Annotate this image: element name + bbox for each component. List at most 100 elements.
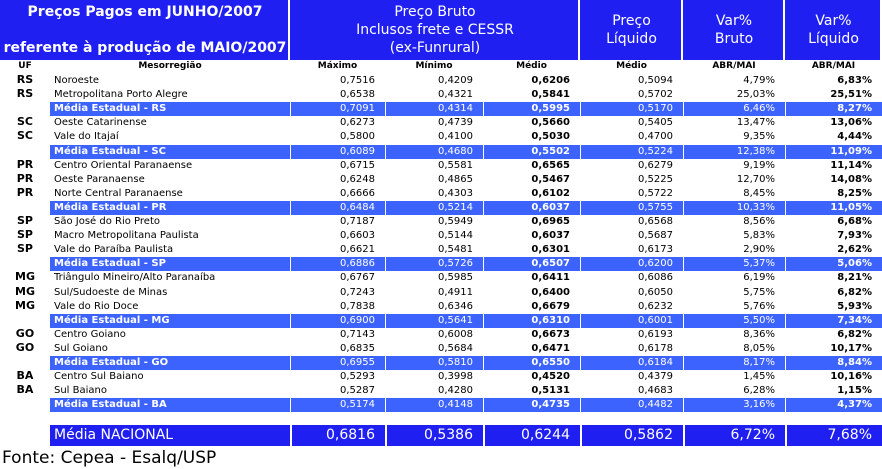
value-cell: 5,75% [743,286,775,298]
value-cell: 0,5949 [438,216,473,227]
national-label: Média NACIONAL [54,427,174,443]
region-name: Vale do Rio Doce [54,300,139,312]
region-name: Sul/Sudoeste de Minas [54,286,168,298]
value-cell: 0,5144 [438,230,473,242]
value-cell: 14,08% [830,173,872,185]
value-cell: 0,6538 [340,89,375,101]
value-cell: 0,6507 [483,257,580,272]
value-cell: 0,5841 [531,89,570,101]
value-cell: 0,4303 [438,187,473,199]
value-cell: 1,15% [837,385,872,397]
value-cell: 0,5800 [340,131,375,143]
national-value: 0,5386 [385,425,483,446]
header-label: (ex-Funrural) [389,40,481,56]
value-cell: 0,5726 [385,257,483,272]
value-cell: 0,6102 [531,187,570,199]
value-cell: 0,5131 [531,385,570,397]
value-cell: 11,09% [785,144,882,159]
uf-cell: BA [16,369,34,383]
value-cell: 0,5985 [438,272,473,284]
value-cell: 12,38% [683,144,785,159]
value-cell: 0,6089 [290,144,385,159]
value-cell: 0,6666 [340,187,375,199]
value-cell: 4,79% [743,75,775,86]
value-cell: 0,6178 [638,342,673,354]
value-cell: 7,93% [837,230,872,242]
value-cell: 5,76% [743,300,775,312]
value-cell: 25,51% [830,89,872,101]
value-cell: 13,47% [736,117,775,129]
region-name: Sul Baiano [54,385,107,397]
region-name: Macro Metropolitana Paulista [54,230,199,242]
value-cell: 0,7516 [340,75,375,86]
header-cell [290,0,580,60]
uf-cell: SP [17,242,33,256]
value-cell: 11,05% [785,200,882,215]
value-cell: 0,5684 [438,342,473,354]
average-row [50,398,882,413]
value-cell: 0,6050 [638,286,673,298]
value-cell: 0,5467 [531,173,570,185]
header-label: Inclusos frete e CESSR [356,22,514,38]
header-label: Var% [715,13,753,29]
value-cell: 0,3998 [438,371,473,383]
value-cell: 0,6673 [531,328,570,340]
value-cell: 0,4739 [438,117,473,129]
value-cell: 0,4482 [580,398,683,413]
value-cell: 0,5641 [385,313,483,328]
value-cell: 3,16% [683,398,785,413]
value-cell: 8,05% [743,342,775,354]
value-cell: 0,4314 [385,102,483,117]
value-cell: 0,5094 [638,75,673,86]
value-cell: 0,5293 [340,371,375,383]
value-cell: 6,82% [837,286,872,298]
uf-cell: PR [16,157,34,171]
value-cell: 0,5581 [438,159,473,171]
average-label: Média Estadual - GO [54,357,169,368]
average-label: Média Estadual - RS [54,103,167,115]
header-label: Líquido [808,31,859,47]
value-cell: 6,68% [837,216,872,227]
value-cell: 8,25% [837,187,872,199]
value-cell: 0,6400 [531,286,570,298]
value-cell: 0,4321 [438,89,473,101]
header-label: Preço Bruto [394,4,476,20]
value-cell: 8,17% [683,356,785,371]
value-cell: 0,5702 [638,89,673,101]
national-value: 7,68% [785,425,882,446]
value-cell: 8,84% [785,356,882,371]
region-name: Centro Oriental Paranaense [54,159,193,171]
region-name: Centro Sul Baiano [54,371,144,383]
value-cell: 0,7143 [340,328,375,340]
value-cell: 0,5995 [483,102,580,117]
value-cell: 9,35% [743,131,775,143]
uf-cell: MG [15,298,35,312]
value-cell: 0,5170 [580,102,683,117]
region-name: Vale do Itajaí [54,131,119,143]
region-name: Oeste Catarinense [54,117,147,129]
value-cell: 0,5481 [438,244,473,256]
value-cell: 9,19% [743,159,775,171]
value-cell: 0,6193 [638,328,673,340]
value-cell: 6,83% [837,75,872,86]
value-cell: 8,21% [837,272,872,284]
value-cell: 0,6200 [580,257,683,272]
header-title: referente à produção de MAIO/2007 [3,40,287,56]
national-value: 0,6244 [483,425,580,446]
value-cell: 0,5810 [385,356,483,371]
region-name: Vale do Paraíba Paulista [54,244,174,256]
value-cell: 25,03% [736,89,775,101]
value-cell: 0,6767 [340,272,375,284]
region-name: Sul Goiano [54,342,108,354]
value-cell: 0,6835 [340,342,375,354]
average-row [50,102,882,117]
uf-cell: SC [17,129,33,143]
average-label: Média Estadual - SC [54,145,166,157]
average-row [50,313,882,328]
value-cell: 0,6900 [290,313,385,328]
value-cell: 0,4379 [638,371,673,383]
uf-cell: PR [16,185,34,199]
value-cell: 0,6310 [483,313,580,328]
national-value: 0,5862 [580,425,683,446]
region-name: Oeste Paranaense [54,173,145,185]
